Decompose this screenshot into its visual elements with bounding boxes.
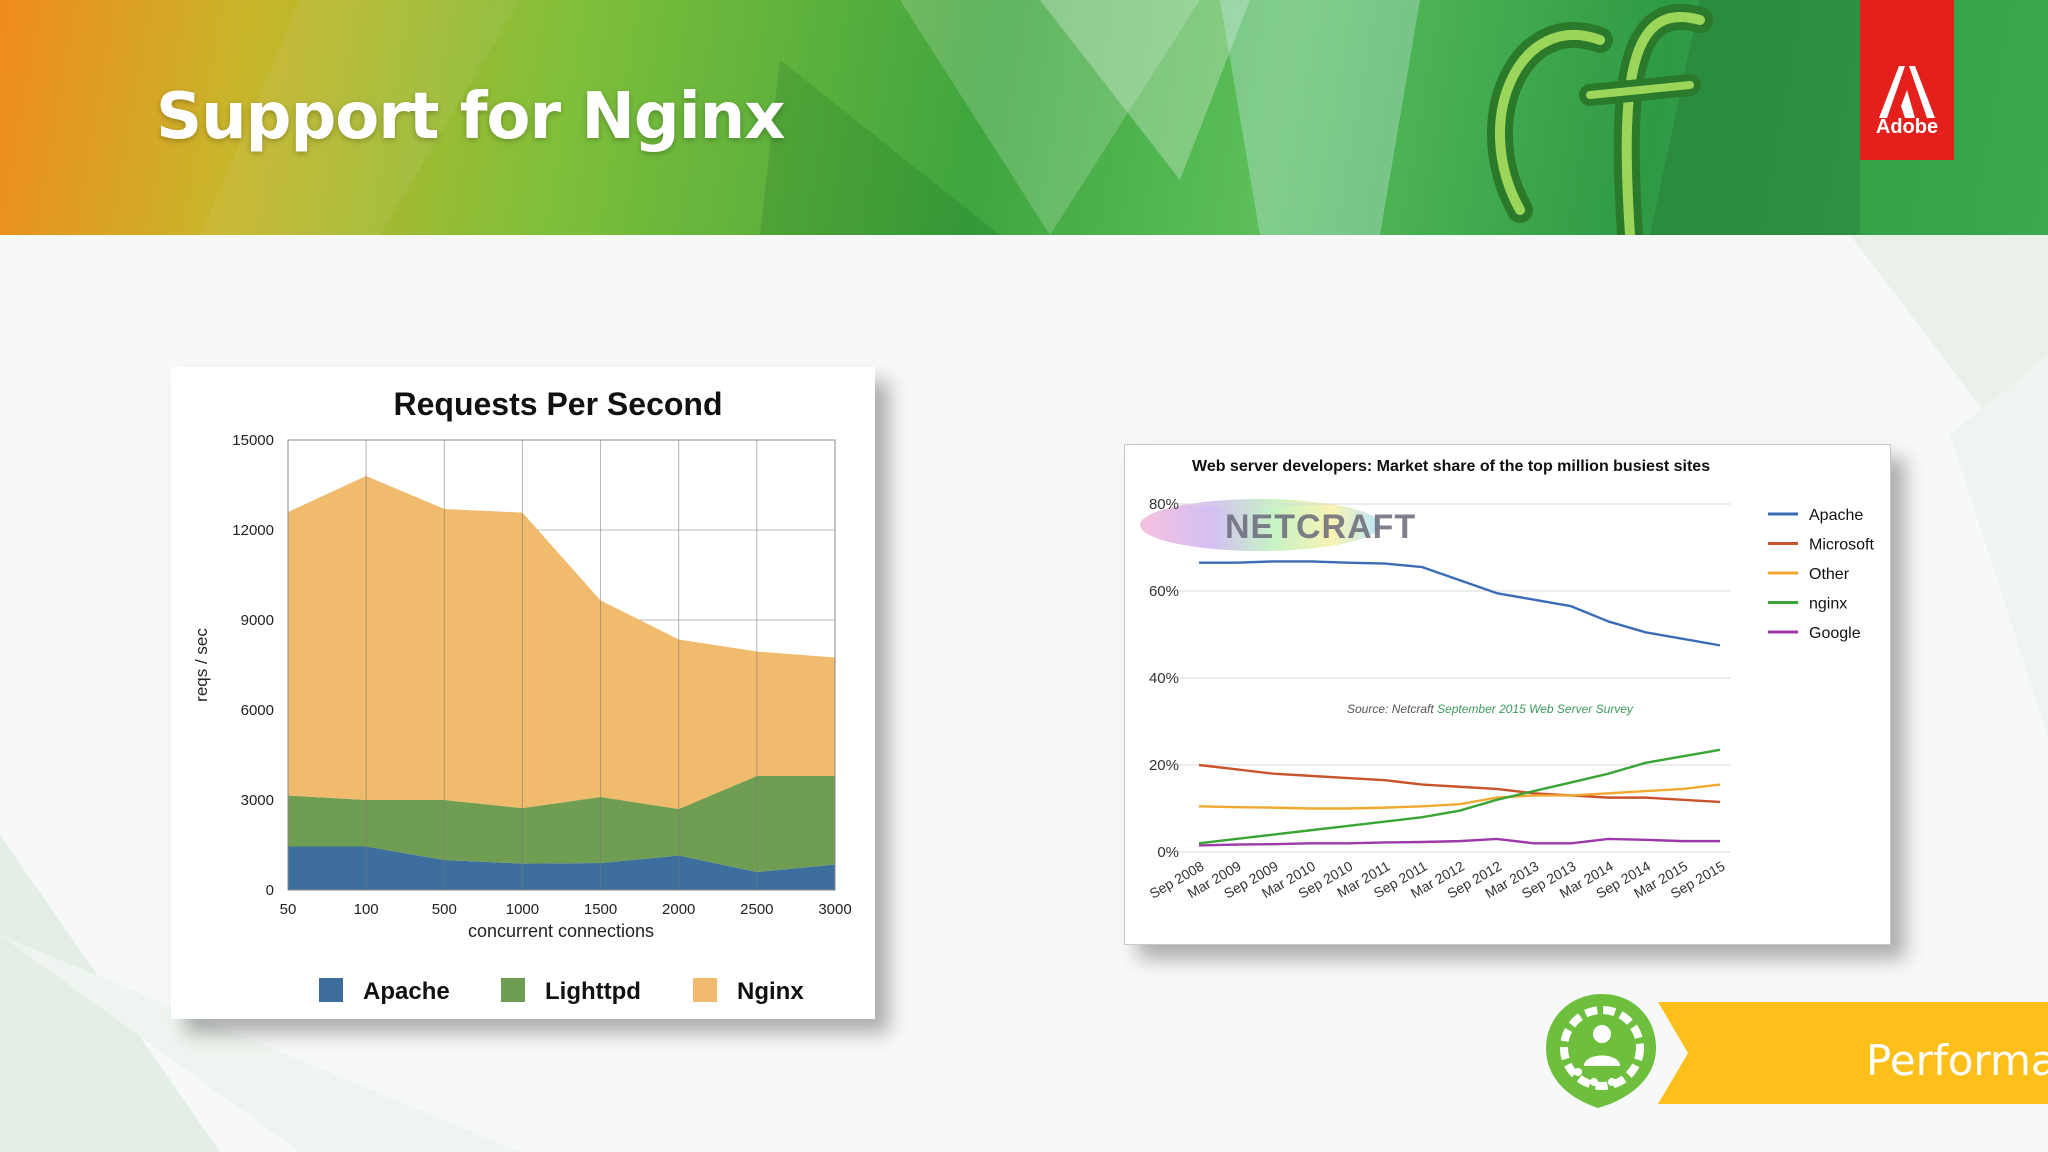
rps-ytick: 6000 [241,702,274,719]
rps-xtick: 2000 [662,901,695,918]
rps-area-nginx [288,476,835,809]
rps-legend-label: Lighttpd [545,978,641,1005]
ms-line-google [1198,837,1720,847]
rps-xtick: 1000 [506,901,539,918]
performance-label: Performance [1866,1036,2048,1085]
adobe-label: Adobe [1875,116,1939,138]
ms-ytick: 20% [1149,757,1179,774]
rps-legend-label: Apache [363,978,450,1005]
rps-xtick: 3000 [818,901,851,918]
rps-legend-swatch [319,978,343,1002]
rps-chart-svg: Requests Per Second 0 3000 6000 9000 12000 15… [192,386,852,1005]
rps-xtick: 100 [354,901,379,918]
market-share-chart: Web server developers: Market share of t… [1124,444,1891,945]
ms-source-annotation: Source: Netcraft September 2015 Web Serv… [1347,702,1634,716]
ms-legend-label: Google [1809,625,1861,642]
netcraft-watermark-glow [1140,499,1380,551]
rps-legend-swatch [693,978,717,1002]
ms-title: Web server developers: Market share of t… [1192,458,1710,475]
rps-xtick: 1500 [584,901,617,918]
rps-xtick: 50 [280,901,297,918]
rps-legend-label: Nginx [737,978,804,1005]
rps-ytick: 9000 [241,612,274,629]
ms-legend-label: Microsoft [1809,537,1874,554]
speedometer-icon [1546,994,1656,1108]
rps-ytick: 12000 [232,522,274,539]
coldfusion-logo [1486,4,1713,235]
ms-ytick: 40% [1149,670,1179,687]
background-decoration [0,235,2048,1152]
ms-ytick: 0% [1157,844,1179,861]
ms-chart-svg: Web server developers: Market share of t… [1140,458,1874,902]
rps-xlabel: concurrent connections [468,921,654,941]
rps-area-apache [288,846,835,890]
netcraft-watermark: NETCRAFT [1225,508,1416,546]
requests-per-second-chart: Requests Per Second 0 3000 6000 9000 12000 15… [171,367,875,1019]
header-banner: Support for Nginx Adobe [0,0,2048,235]
ms-legend-label: Apache [1809,507,1863,524]
adobe-a-icon [1879,66,1935,118]
banner-decoration [200,0,1860,235]
rps-ytick: 3000 [241,792,274,809]
rps-legend-swatch [501,978,525,1002]
rps-plot-frame [287,439,836,891]
ms-ytick: 60% [1149,583,1179,600]
adobe-logo: Adobe [1860,0,1954,160]
ms-line-apache [1199,560,1721,647]
ms-legend-label: nginx [1809,596,1847,613]
rps-xtick: 2500 [740,901,773,918]
rps-ytick: 0 [266,882,274,899]
ms-legend-label: Other [1809,566,1850,583]
rps-xtick: 500 [432,901,457,918]
ms-line-other [1198,783,1721,810]
ms-line-microsoft [1198,763,1721,804]
performance-tag: Performance [1538,990,2048,1110]
slide-title: Support for Nginx [156,80,785,154]
ms-ytick: 80% [1149,496,1179,513]
rps-ylabel: reqs / sec [192,628,211,702]
rps-title: Requests Per Second [394,386,723,422]
ms-line-nginx [1198,748,1721,845]
performance-bar: Performance [1658,1002,2048,1104]
rps-ytick: 15000 [232,432,274,449]
